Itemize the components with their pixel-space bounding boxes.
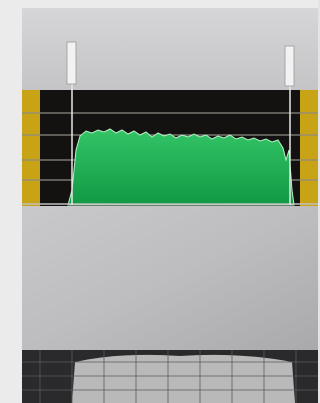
waterfall-panel [22, 350, 318, 403]
screen-photo [0, 0, 318, 403]
right-band [300, 90, 318, 206]
marker-label-box [67, 42, 76, 84]
spectrum-panel [22, 90, 318, 206]
upper-panel [22, 8, 318, 92]
lower-panel [22, 206, 318, 352]
marker-label-box [285, 46, 294, 86]
left-band [22, 90, 40, 206]
page: (() => { const data = JSON.parse(documen… [0, 0, 318, 403]
